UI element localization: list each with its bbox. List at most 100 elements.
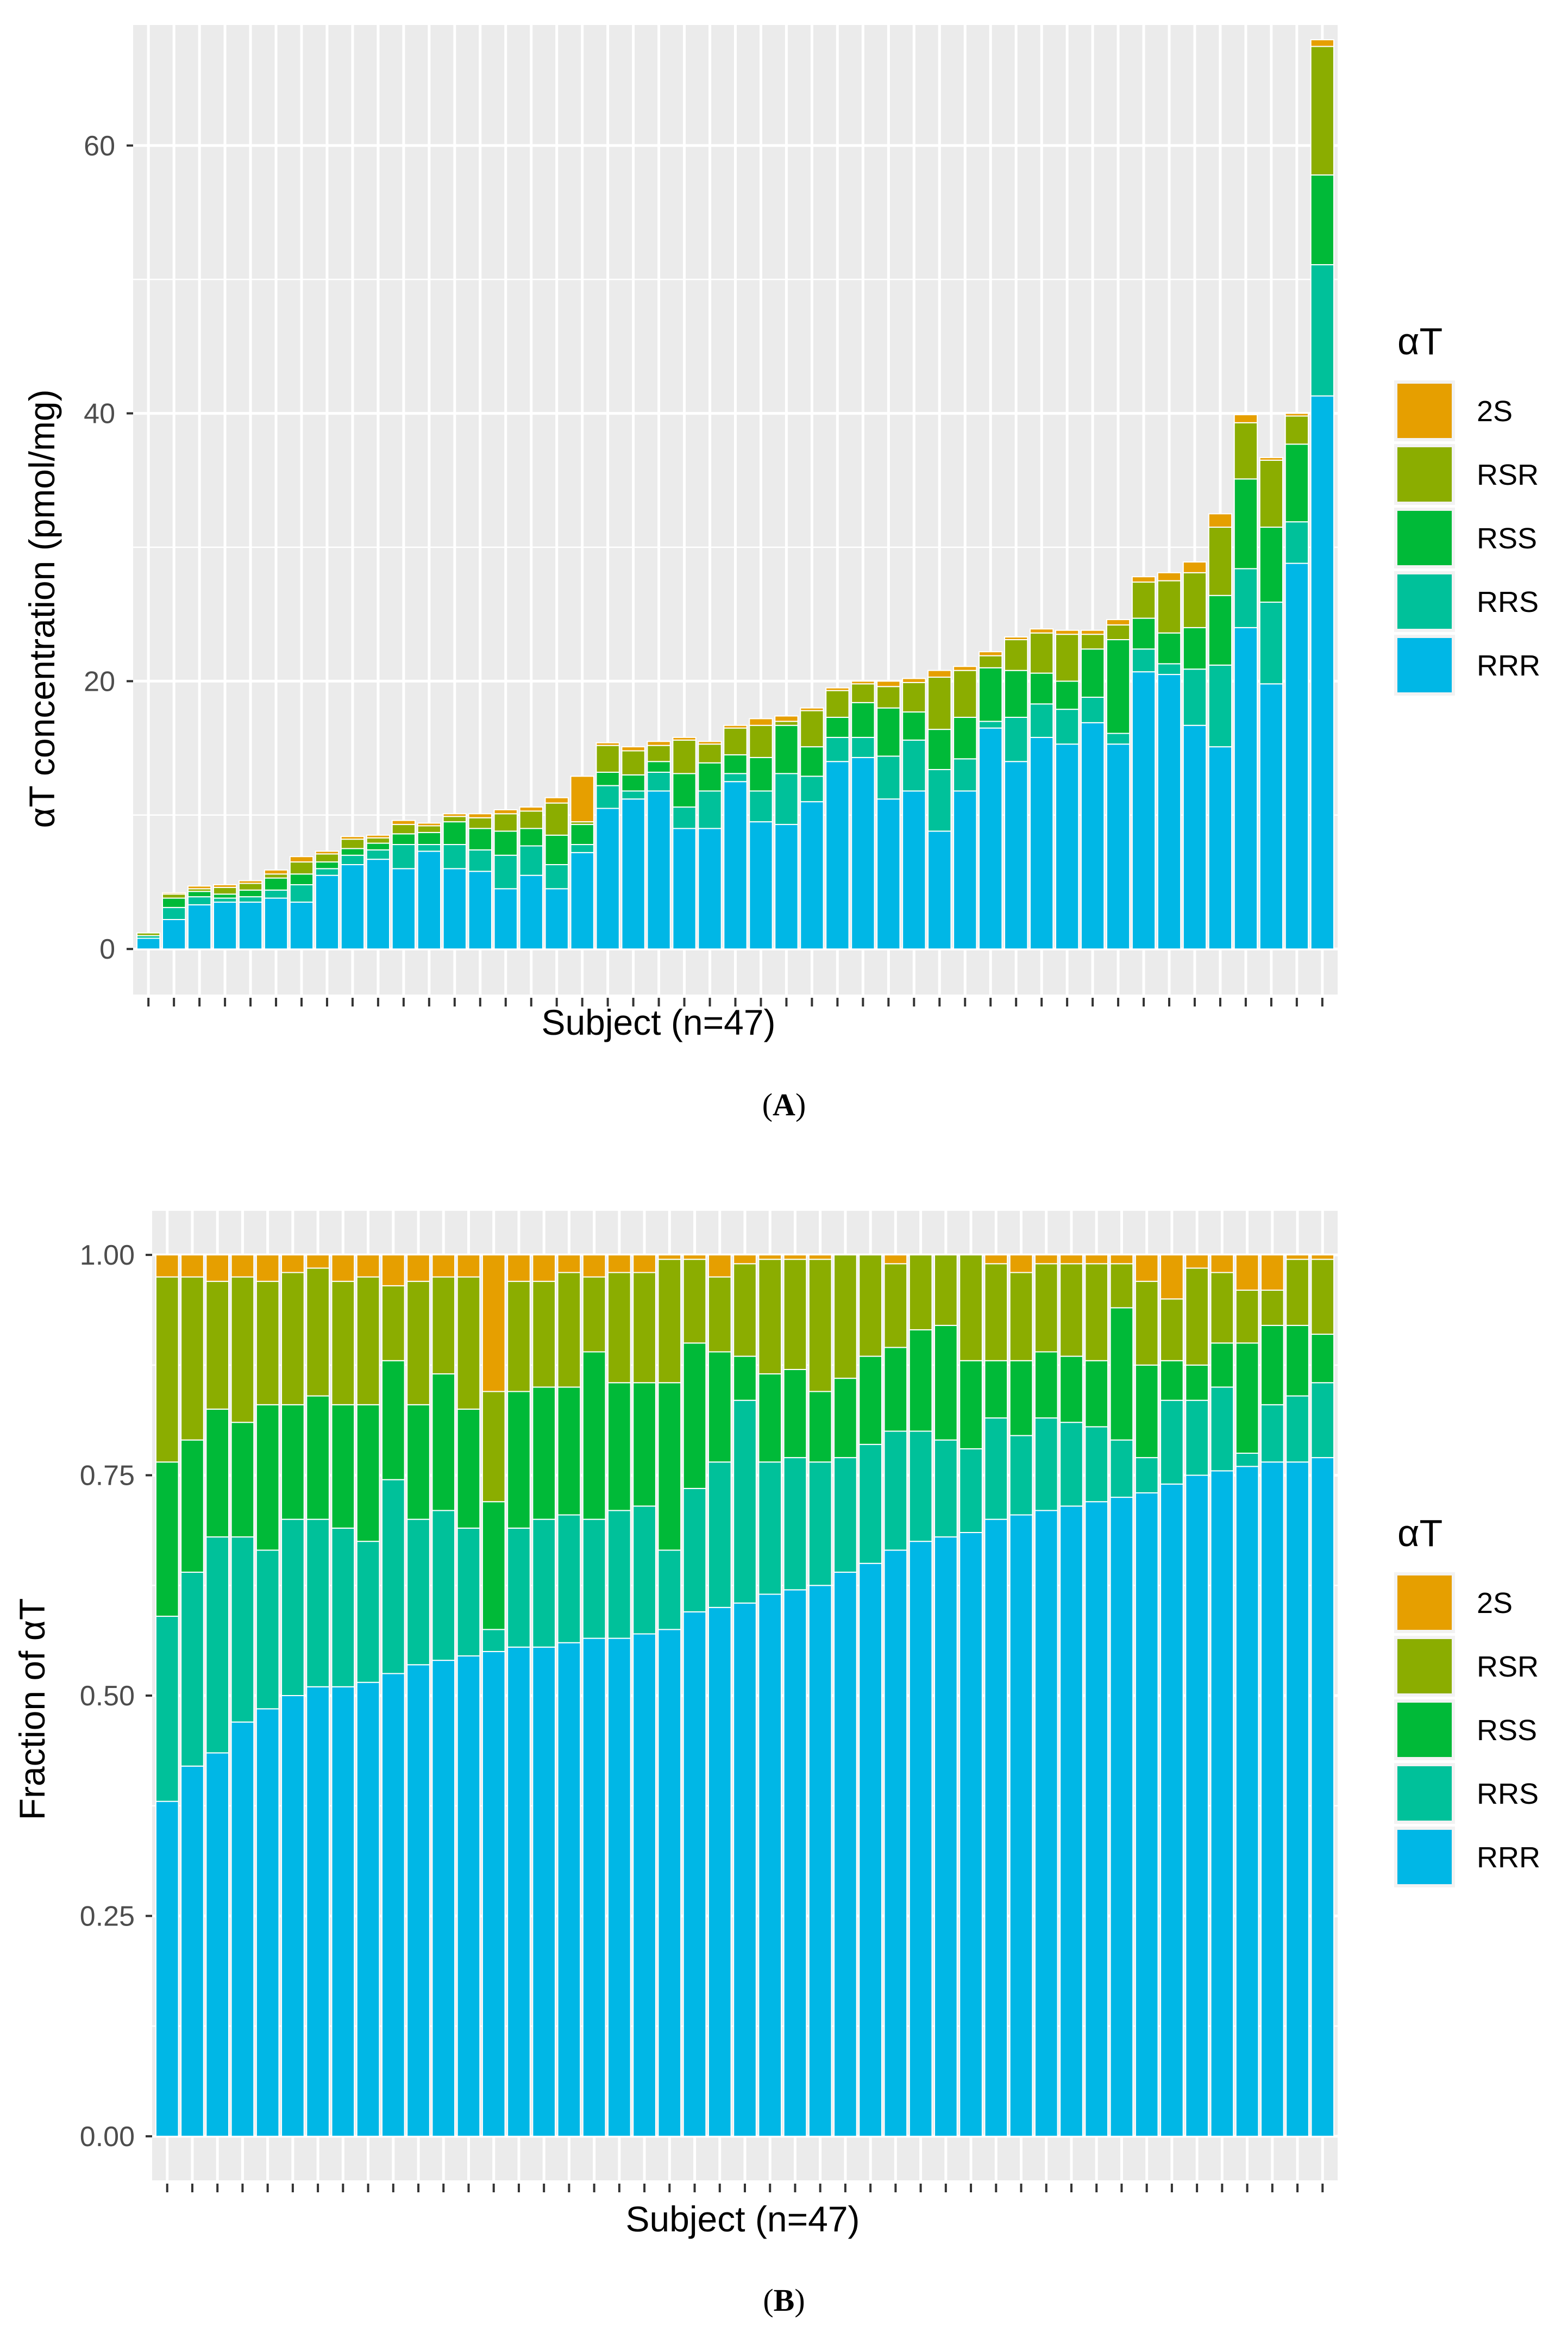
bar-segment-2s-subject-46 <box>1284 412 1309 417</box>
panel-b: 0.00 0.25 0.50 0.75 1.00 Subject (n=47) Frac… <box>12 1211 1540 2318</box>
bar-segment-rrs-subject-26 <box>783 1457 807 1591</box>
bar-segment-rsr-subject-20 <box>632 1272 656 1384</box>
bar-segment-rrr-subject-19 <box>595 808 620 950</box>
bar-segment-rrr-subject-36 <box>1030 736 1054 950</box>
bar-segment-rrs-subject-11 <box>406 1518 430 1666</box>
bar-segment-rrr-subject-40 <box>1131 671 1156 950</box>
bar-segment-rsr-subject-10 <box>366 837 391 844</box>
bar-segment-rss-subject-20 <box>632 1382 656 1507</box>
bar-segment-rrr-subject-16 <box>519 874 543 950</box>
bar-segment-rss-subject-23 <box>707 1351 732 1463</box>
bar-segment-2s-subject-43 <box>1210 1254 1234 1273</box>
bar-segment-2s-subject-35 <box>1009 1254 1033 1273</box>
bar-segment-rsr-subject-37 <box>1059 1263 1083 1357</box>
bar-segment-2s-subject-36 <box>1034 1254 1058 1265</box>
bar-segment-rss-subject-24 <box>733 1355 757 1401</box>
bar-segment-rrs-subject-6 <box>281 1518 305 1697</box>
bar-segment-rss-subject-8 <box>315 861 340 870</box>
bar-segment-2s-subject-39 <box>1109 1254 1134 1265</box>
bar-segment-rrr-subject-17 <box>544 888 569 950</box>
bar-segment-rrs-subject-7 <box>306 1518 330 1687</box>
bar-segment-rrr-subject-42 <box>1185 1474 1209 2137</box>
bar-segment-rrs-subject-34 <box>984 1417 1008 1520</box>
bar-segment-rrs-subject-16 <box>519 845 543 876</box>
bar-segment-2s-subject-16 <box>532 1254 556 1282</box>
bar-segment-rrs-subject-32 <box>927 769 952 832</box>
bar-segment-rss-subject-13 <box>456 1408 481 1529</box>
bar-segment-rrs-subject-24 <box>723 773 748 783</box>
bar-segment-rsr-subject-31 <box>902 681 926 713</box>
bar-segment-2s-subject-26 <box>774 715 799 722</box>
bar-segment-rsr-subject-34 <box>984 1263 1008 1361</box>
bar-segment-2s-subject-11 <box>406 1254 430 1282</box>
bar-segment-2s-subject-5 <box>255 1254 280 1282</box>
bar-segment-rrr-subject-30 <box>876 798 901 950</box>
bar-segment-rrs-subject-14 <box>468 849 492 872</box>
panel-a-bars <box>136 39 1334 950</box>
bar-segment-2s-subject-35 <box>1004 636 1028 641</box>
bar-segment-rss-subject-31 <box>908 1329 933 1432</box>
bar-segment-rrs-subject-12 <box>417 844 441 852</box>
bar-segment-2s-subject-41 <box>1160 1254 1184 1300</box>
bar-segment-rsr-subject-7 <box>289 861 314 875</box>
bar-segment-2s-subject-5 <box>238 880 263 884</box>
bar-segment-rrr-subject-39 <box>1109 1497 1134 2137</box>
legend-swatch-rsr <box>1397 1639 1452 1693</box>
bar-segment-2s-subject-18 <box>570 776 594 823</box>
bar-segment-rrs-subject-17 <box>557 1514 581 1643</box>
bar-segment-rrr-subject-10 <box>381 1673 405 2137</box>
bar-segment-rrr-subject-1 <box>155 1800 179 2137</box>
bar-segment-2s-subject-40 <box>1134 1254 1159 1282</box>
bar-segment-rrs-subject-15 <box>493 854 518 890</box>
bar-segment-2s-subject-20 <box>621 746 645 752</box>
bar-segment-rrs-subject-36 <box>1030 703 1054 738</box>
legend-swatch-rrs <box>1397 574 1452 629</box>
bar-segment-rss-subject-18 <box>570 824 594 846</box>
bar-segment-rss-subject-31 <box>902 711 926 741</box>
bar-segment-rss-subject-25 <box>749 756 773 792</box>
bar-segment-rrs-subject-17 <box>544 864 569 890</box>
bar-segment-rss-subject-14 <box>481 1501 506 1630</box>
bar-segment-rrs-subject-1 <box>155 1616 179 1802</box>
bar-segment-rrs-subject-32 <box>934 1439 958 1538</box>
bar-segment-rsr-subject-27 <box>800 710 824 748</box>
bar-segment-rrs-subject-20 <box>621 790 645 800</box>
bar-segment-rrr-subject-20 <box>621 798 645 950</box>
bar-segment-rsr-subject-30 <box>876 686 901 709</box>
bar-segment-rsr-subject-26 <box>774 721 799 726</box>
bar-segment-rss-subject-25 <box>758 1373 782 1463</box>
bar-segment-rrs-subject-5 <box>238 896 263 903</box>
bar-segment-rss-subject-43 <box>1210 1342 1234 1388</box>
bar-segment-rrs-subject-19 <box>607 1510 631 1639</box>
bar-segment-rrr-subject-37 <box>1055 743 1080 950</box>
bar-segment-rrr-subject-26 <box>774 824 799 950</box>
panel-b-caption-letter: B <box>774 2283 795 2318</box>
bar-segment-rrr-subject-6 <box>264 897 288 950</box>
bar-segment-2s-subject-46 <box>1285 1254 1309 1260</box>
bar-segment-2s-subject-12 <box>431 1254 456 1278</box>
bar-segment-rss-subject-26 <box>783 1368 807 1459</box>
bar-segment-2s-subject-47 <box>1310 1254 1335 1260</box>
bar-segment-rrs-subject-3 <box>205 1536 229 1754</box>
bar-segment-rrs-subject-2 <box>180 1571 204 1767</box>
bar-segment-rrs-subject-30 <box>876 755 901 800</box>
bar-segment-2s-subject-6 <box>281 1254 305 1273</box>
bar-segment-2s-subject-2 <box>162 892 186 895</box>
bar-segment-rss-subject-27 <box>800 746 824 777</box>
bar-segment-rss-subject-4 <box>212 893 237 899</box>
bar-segment-rss-subject-36 <box>1034 1351 1058 1419</box>
bar-segment-rsr-subject-13 <box>456 1276 481 1410</box>
bar-segment-rrr-subject-21 <box>657 1629 682 2137</box>
bar-segment-rrs-subject-33 <box>953 758 977 792</box>
bar-segment-rsr-subject-38 <box>1080 634 1105 650</box>
bar-segment-rsr-subject-30 <box>883 1263 908 1348</box>
bar-segment-2s-subject-19 <box>607 1254 631 1273</box>
bar-segment-rsr-subject-23 <box>707 1276 732 1353</box>
bar-segment-rsr-subject-36 <box>1030 632 1054 674</box>
bar-segment-rrs-subject-27 <box>800 776 824 803</box>
bar-segment-rss-subject-17 <box>544 834 569 865</box>
bar-segment-rsr-subject-21 <box>657 1259 682 1384</box>
bar-segment-rsr-subject-36 <box>1034 1263 1058 1353</box>
bar-segment-rss-subject-30 <box>883 1347 908 1432</box>
bar-segment-rsr-subject-11 <box>391 824 416 835</box>
